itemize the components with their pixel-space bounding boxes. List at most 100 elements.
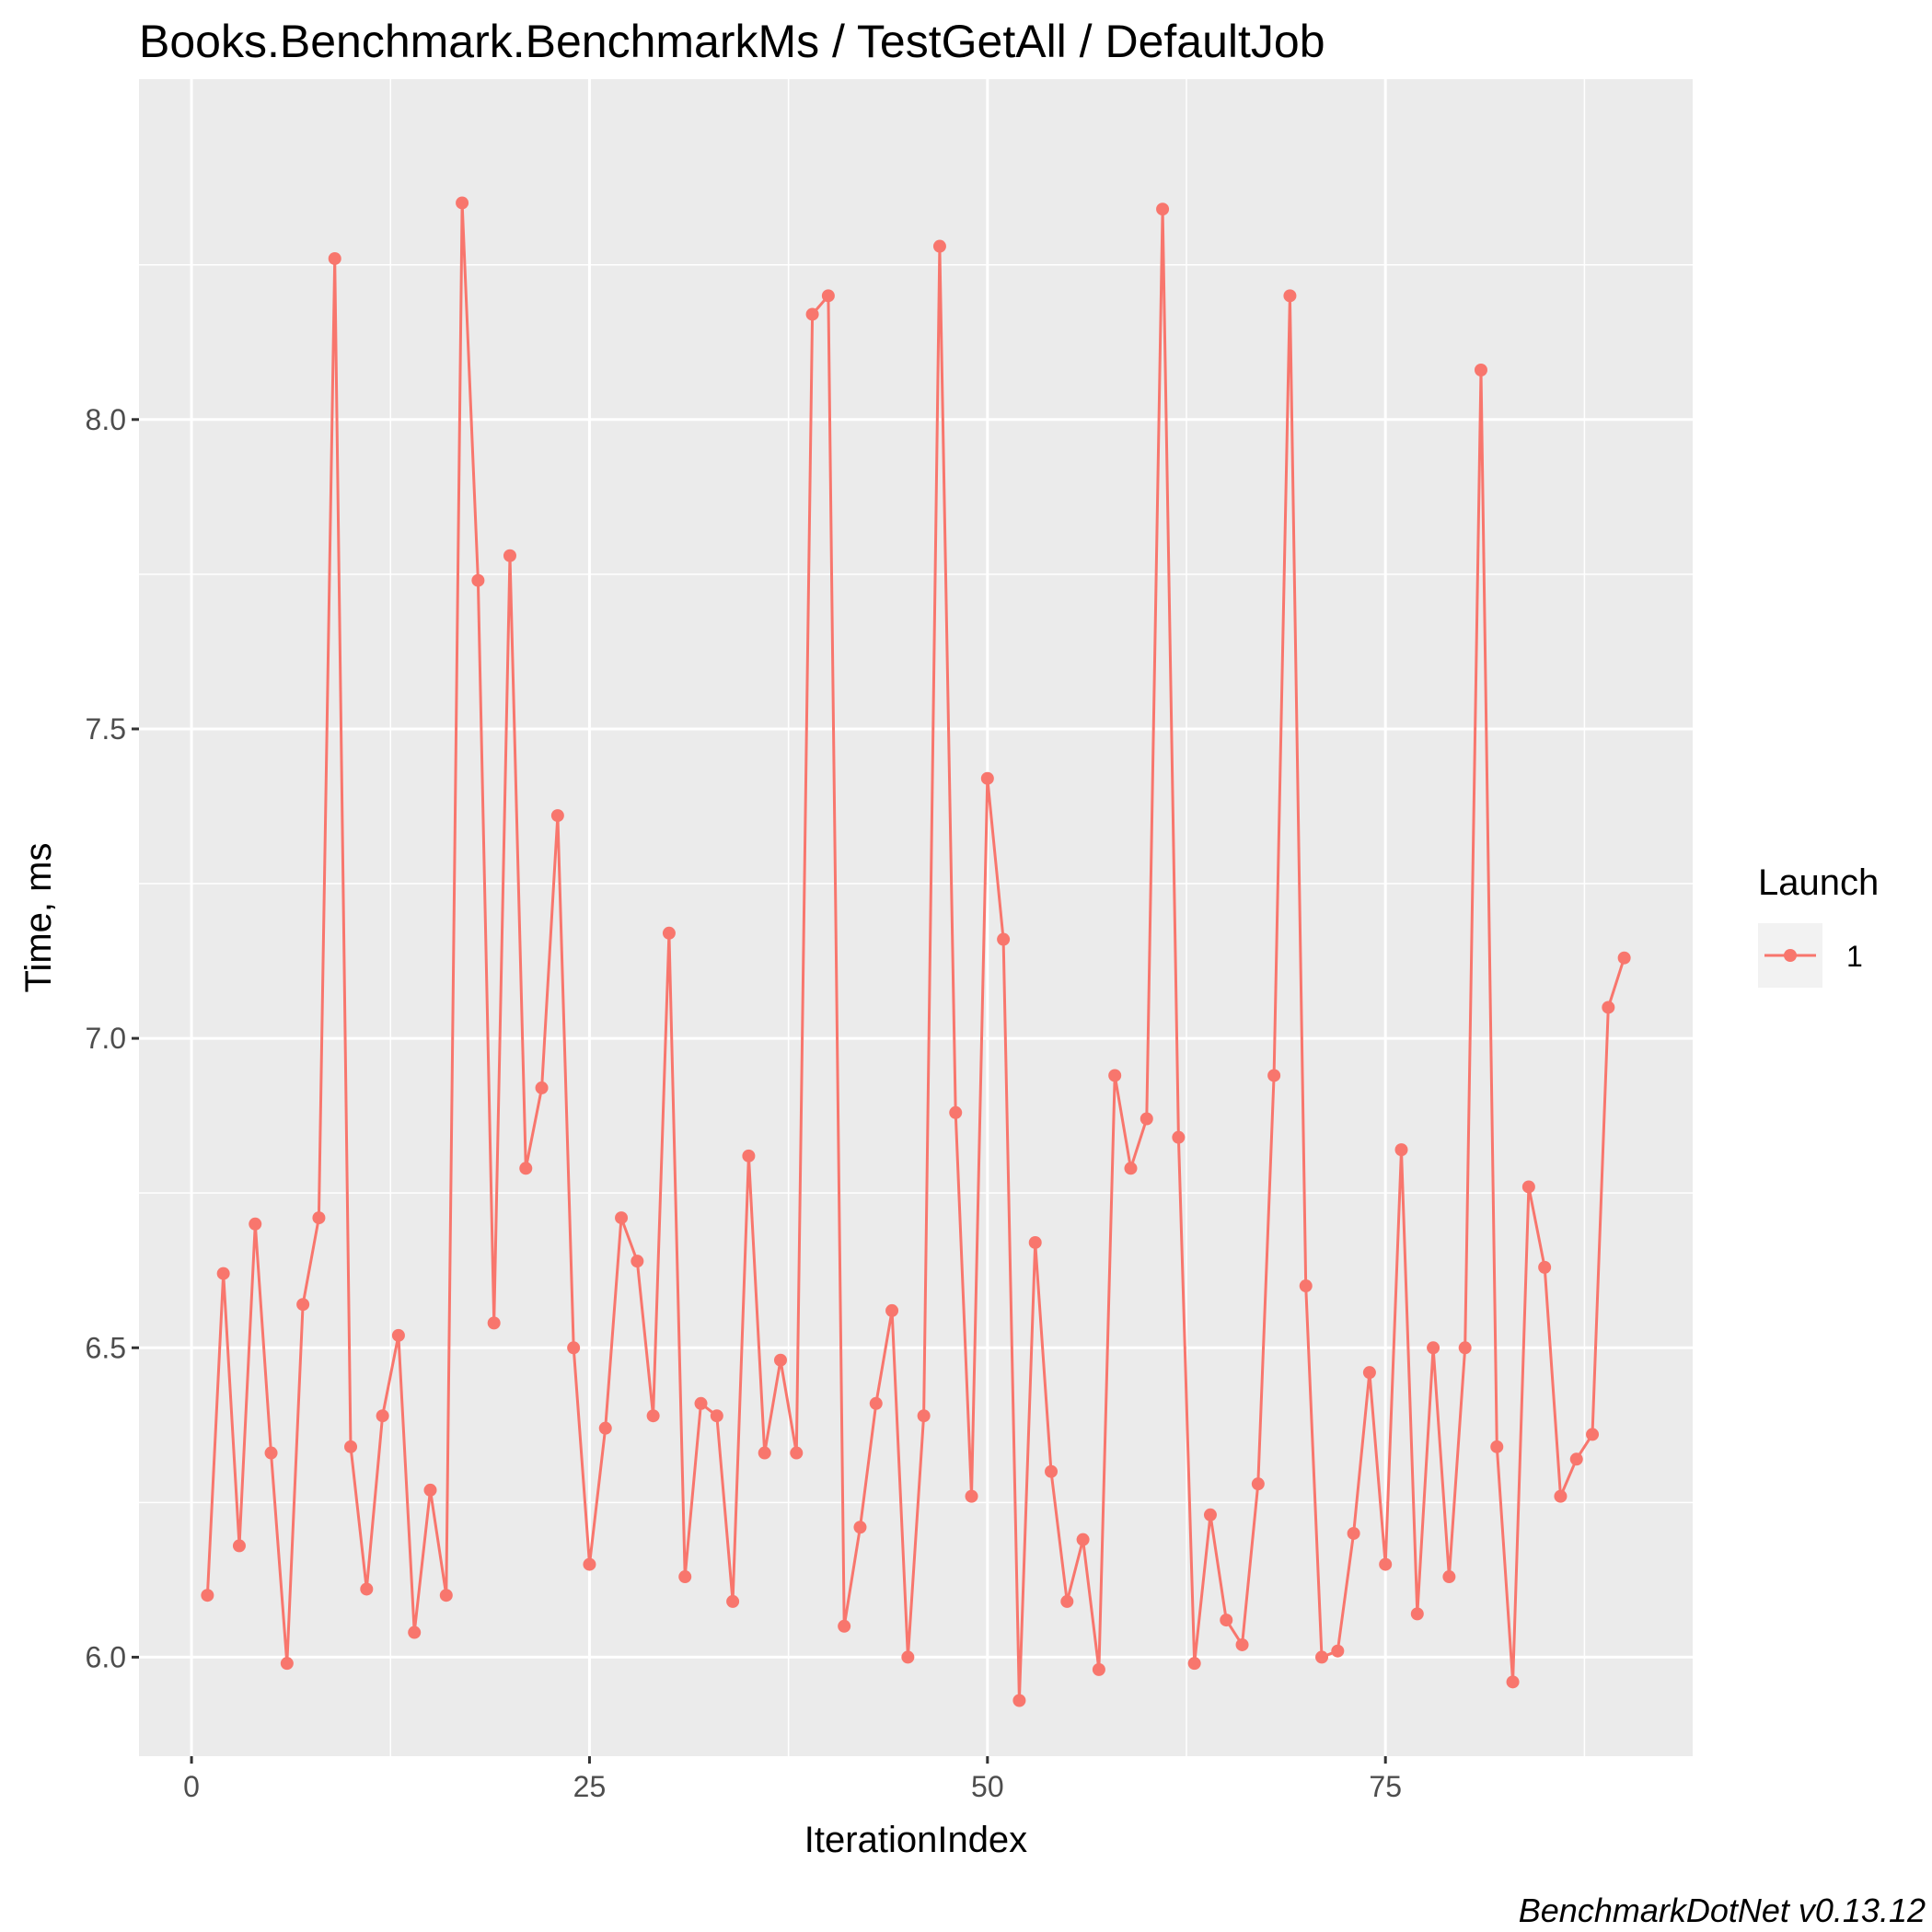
x-tick-label: 50 <box>971 1770 1004 1803</box>
chart-title: Books.Benchmark.BenchmarkMs / TestGetAll… <box>139 16 1325 67</box>
data-point <box>1586 1428 1600 1441</box>
data-point <box>1347 1526 1360 1540</box>
legend-label: 1 <box>1846 940 1863 973</box>
data-point <box>1299 1279 1313 1293</box>
data-point <box>1092 1662 1105 1676</box>
data-point <box>423 1483 437 1497</box>
data-point <box>726 1594 740 1608</box>
y-tick-label: 7.5 <box>86 712 126 746</box>
data-point <box>1410 1607 1424 1621</box>
data-point <box>615 1211 629 1225</box>
y-tick-label: 6.5 <box>86 1331 126 1364</box>
data-point <box>550 809 564 823</box>
data-point <box>1379 1557 1393 1571</box>
data-point <box>232 1539 246 1553</box>
legend: Launch 1 <box>1758 862 1879 988</box>
data-point <box>264 1446 278 1460</box>
data-point <box>869 1396 883 1410</box>
data-point <box>932 239 946 253</box>
data-point <box>216 1267 230 1280</box>
data-point <box>1076 1533 1090 1546</box>
data-point <box>1554 1489 1568 1503</box>
data-point <box>1108 1069 1122 1082</box>
data-point <box>980 771 994 785</box>
data-point <box>1267 1069 1281 1082</box>
y-tick-label: 6.0 <box>86 1640 126 1673</box>
data-point <box>249 1217 262 1231</box>
y-axis-title: Time, ms <box>18 843 59 993</box>
x-axis: 0 25 50 75 <box>183 1756 1402 1803</box>
legend-title: Launch <box>1758 862 1879 903</box>
data-point <box>391 1328 405 1342</box>
legend-key-point <box>1784 949 1797 962</box>
data-point <box>805 307 819 321</box>
data-point <box>1617 951 1631 965</box>
data-point <box>471 573 485 587</box>
x-tick-label: 0 <box>183 1770 200 1803</box>
data-point <box>631 1255 644 1268</box>
data-point <box>1012 1694 1026 1707</box>
data-point <box>1172 1130 1186 1144</box>
data-point <box>997 932 1011 946</box>
data-point <box>949 1105 963 1119</box>
y-axis: 6.0 6.5 7.0 7.5 8.0 <box>86 403 139 1673</box>
data-point <box>965 1489 978 1503</box>
data-point <box>1251 1477 1265 1491</box>
data-point <box>376 1409 389 1423</box>
data-point <box>1442 1570 1456 1584</box>
data-point <box>583 1557 596 1571</box>
y-tick-label: 8.0 <box>86 403 126 436</box>
data-point <box>519 1162 533 1175</box>
data-point <box>360 1582 374 1596</box>
data-point <box>1187 1657 1201 1671</box>
x-axis-title: IterationIndex <box>804 1820 1027 1860</box>
data-point <box>646 1409 660 1423</box>
data-point <box>408 1625 422 1639</box>
data-point <box>439 1589 453 1602</box>
x-tick-label: 25 <box>573 1770 607 1803</box>
data-point <box>742 1149 756 1163</box>
data-point <box>1156 202 1170 216</box>
data-point <box>1427 1341 1440 1355</box>
data-point <box>678 1570 692 1584</box>
data-point <box>1474 363 1487 376</box>
series-points <box>201 196 1631 1707</box>
y-tick-label: 7.0 <box>86 1022 126 1055</box>
data-point <box>1315 1650 1329 1664</box>
data-point <box>296 1298 310 1312</box>
data-point <box>1362 1366 1376 1380</box>
data-point <box>1538 1260 1552 1274</box>
data-point <box>1490 1440 1504 1453</box>
data-point <box>853 1521 867 1534</box>
data-point <box>1220 1614 1233 1627</box>
data-point <box>885 1303 899 1317</box>
data-point <box>344 1440 358 1453</box>
grid-minor <box>139 79 1693 1756</box>
data-point <box>1028 1235 1042 1249</box>
data-point <box>694 1396 708 1410</box>
data-point <box>598 1421 612 1435</box>
data-point <box>838 1619 851 1633</box>
data-point <box>1060 1594 1074 1608</box>
data-point <box>456 196 469 210</box>
series-line <box>205 202 1626 1702</box>
series-line-group <box>205 202 1626 1702</box>
data-point <box>503 549 516 562</box>
data-point <box>901 1650 915 1664</box>
data-point <box>280 1657 294 1671</box>
data-point <box>1235 1637 1249 1651</box>
data-point <box>487 1316 501 1330</box>
data-point <box>535 1081 549 1094</box>
data-point <box>1331 1644 1345 1658</box>
data-point <box>821 289 835 303</box>
x-tick-label: 75 <box>1369 1770 1402 1803</box>
data-point <box>1203 1508 1217 1521</box>
data-point <box>328 251 341 265</box>
data-point <box>710 1409 723 1423</box>
data-point <box>773 1353 787 1367</box>
data-point <box>917 1409 931 1423</box>
data-point <box>1394 1143 1408 1157</box>
data-point <box>1045 1464 1059 1478</box>
data-point <box>1506 1675 1520 1689</box>
